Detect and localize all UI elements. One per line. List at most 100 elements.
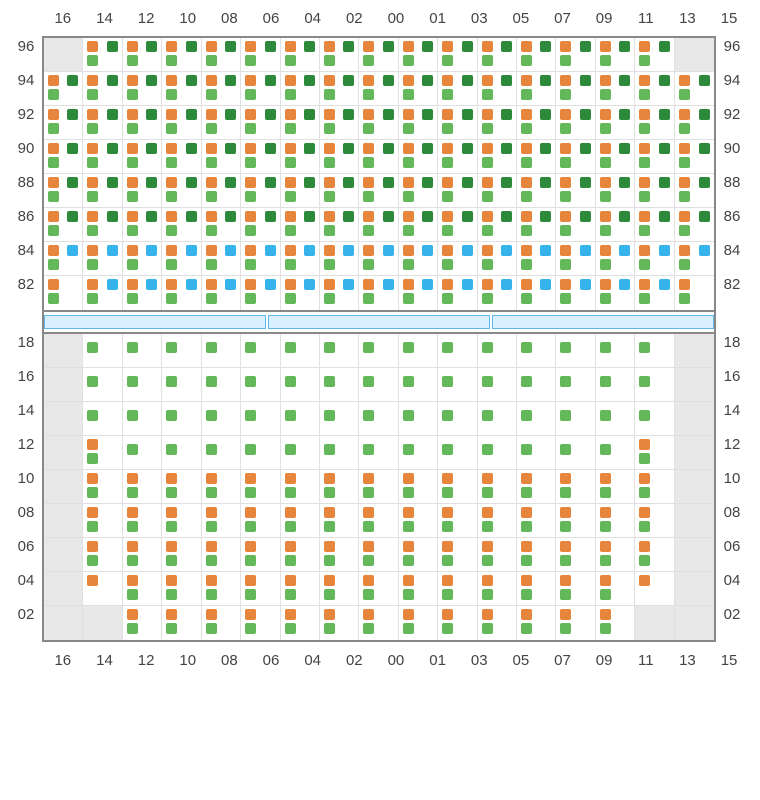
grid-cell (438, 470, 477, 504)
grid-cell (320, 436, 359, 470)
grid-cell (44, 208, 83, 242)
grid-cell (596, 572, 635, 606)
grid-cell (517, 436, 556, 470)
grid-cell (83, 606, 122, 640)
grid-cell (438, 38, 477, 72)
grid-cell (320, 402, 359, 436)
grid-cell (44, 106, 83, 140)
grid-cell (44, 38, 83, 72)
grid-cell (162, 38, 201, 72)
grid-cell (83, 38, 122, 72)
row-label: 12 (716, 436, 748, 453)
grid-cell (320, 538, 359, 572)
grid-cell (478, 106, 517, 140)
grid-cell (320, 606, 359, 640)
grid-cell (44, 140, 83, 174)
grid-cell (123, 402, 162, 436)
grid-cell (162, 140, 201, 174)
grid-cell (281, 538, 320, 572)
grid-cell (478, 38, 517, 72)
grid-cell (556, 140, 595, 174)
grid-cell (359, 402, 398, 436)
grid-cell (44, 334, 83, 368)
grid-cell (123, 572, 162, 606)
grid-cell (478, 572, 517, 606)
grid-cell (517, 276, 556, 310)
grid-cell (83, 368, 122, 402)
row-label: 92 (10, 106, 42, 123)
grid-cell (281, 368, 320, 402)
grid-cell (281, 140, 320, 174)
grid-cell (202, 242, 241, 276)
grid-cell (44, 174, 83, 208)
grid-cell (281, 470, 320, 504)
row-label: 18 (716, 334, 748, 351)
grid-cell (517, 38, 556, 72)
row-label: 84 (10, 242, 42, 259)
col-label: 09 (583, 652, 625, 669)
grid-cell (635, 470, 674, 504)
grid-row: 0606 (44, 538, 714, 572)
grid-cell (635, 368, 674, 402)
col-label: 15 (708, 652, 750, 669)
grid-cell (635, 38, 674, 72)
grid-cell (517, 208, 556, 242)
grid-cell (202, 334, 241, 368)
col-label: 05 (500, 652, 542, 669)
grid-cell (202, 436, 241, 470)
grid-cell (202, 174, 241, 208)
grid-cell (635, 606, 674, 640)
grid-cell (438, 334, 477, 368)
grid-cell (478, 140, 517, 174)
grid-cell (44, 606, 83, 640)
grid-cell (83, 242, 122, 276)
grid-cell (241, 334, 280, 368)
col-label: 06 (250, 652, 292, 669)
grid-cell (202, 140, 241, 174)
grid-cell (359, 140, 398, 174)
grid-cell (556, 38, 595, 72)
grid-cell (241, 276, 280, 310)
grid-cell (241, 436, 280, 470)
grid-cell (83, 334, 122, 368)
grid-cell (44, 470, 83, 504)
grid-cell (123, 106, 162, 140)
grid-row: 0808 (44, 504, 714, 538)
grid-cell (517, 140, 556, 174)
grid-cell (123, 538, 162, 572)
grid-cell (438, 174, 477, 208)
grid-cell (44, 538, 83, 572)
grid-cell (83, 72, 122, 106)
grid-cell (478, 72, 517, 106)
col-label: 11 (625, 10, 667, 27)
grid-cell (202, 606, 241, 640)
grid-cell (399, 504, 438, 538)
grid-cell (596, 606, 635, 640)
grid-row: 8888 (44, 174, 714, 208)
row-label: 96 (10, 38, 42, 55)
grid-cell (320, 38, 359, 72)
grid-cell (635, 504, 674, 538)
row-label: 08 (716, 504, 748, 521)
grid-cell (202, 470, 241, 504)
grid-cell (556, 334, 595, 368)
grid-cell (438, 368, 477, 402)
col-label: 03 (458, 10, 500, 27)
grid-cell (320, 106, 359, 140)
grid-cell (281, 572, 320, 606)
grid-row: 9696 (44, 38, 714, 72)
grid-cell (281, 606, 320, 640)
grid-cell (359, 276, 398, 310)
grid-cell (675, 140, 714, 174)
grid-cell (478, 470, 517, 504)
grid-cell (596, 38, 635, 72)
grid-cell (556, 402, 595, 436)
top-section: 96969494929290908888868684848282 (42, 36, 716, 312)
grid-cell (635, 436, 674, 470)
grid-row: 8282 (44, 276, 714, 310)
grid-cell (675, 208, 714, 242)
row-label: 02 (716, 606, 748, 623)
grid-cell (359, 242, 398, 276)
grid-cell (320, 572, 359, 606)
grid-cell (202, 106, 241, 140)
